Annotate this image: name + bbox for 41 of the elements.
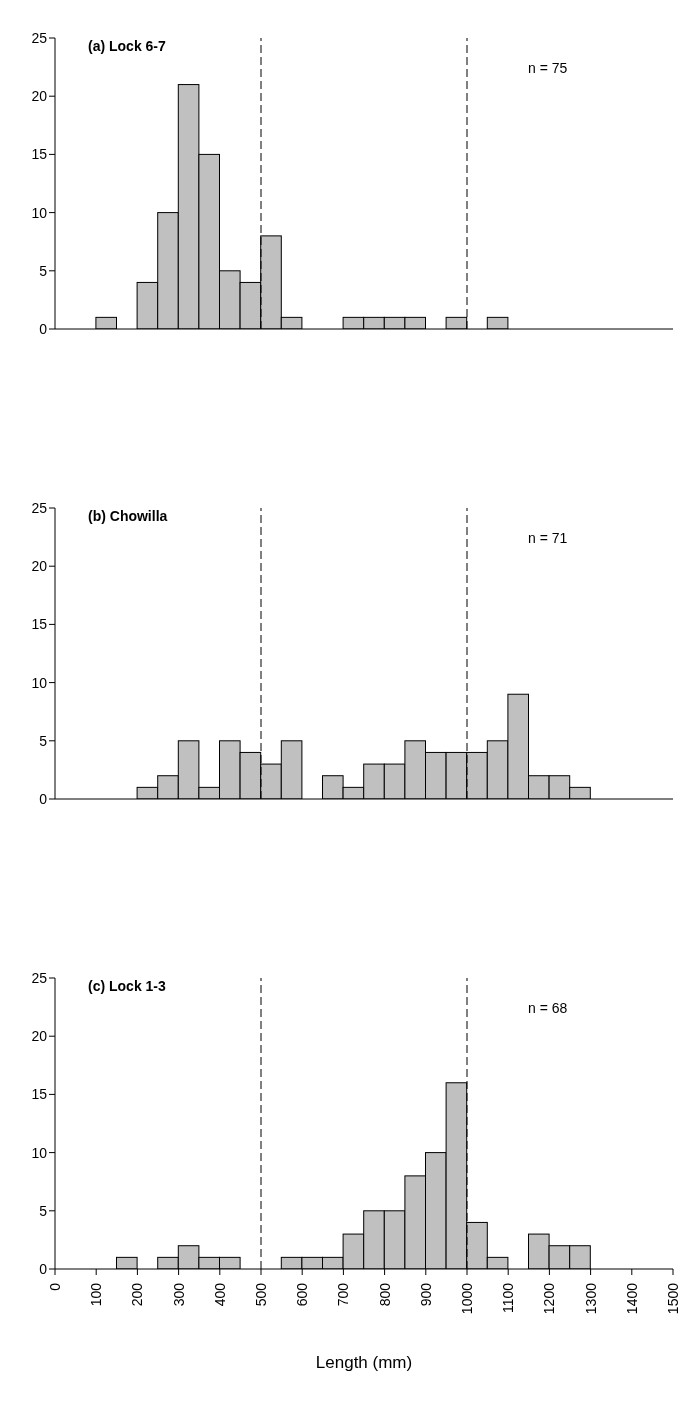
y-tick-label: 5 [39,262,48,279]
x-tick-label: 700 [335,1282,352,1307]
y-tick-label: 25 [31,969,48,986]
x-tick-label: 500 [253,1282,269,1307]
y-tick-label: 25 [31,29,48,46]
x-tick-label: 600 [294,1282,311,1307]
annotation: n = 68 [528,1000,568,1016]
y-tick-label: 0 [39,320,48,337]
y-tick-label: 25 [31,499,48,516]
y-tick-label: 10 [31,1144,48,1161]
x-tick-label: 1200 [541,1282,558,1315]
x-tick-label: 100 [88,1282,105,1307]
annotation: (a) Lock 6-7 [88,38,166,54]
y-tick-label: 5 [39,732,48,749]
y-tick-label: 15 [31,1086,48,1103]
y-tick-label: 20 [31,558,48,575]
x-tick-label: 0 [47,1282,63,1291]
x-tick-label: 400 [211,1282,228,1307]
x-tick-label: 200 [129,1282,146,1307]
y-tick-label: 0 [39,1260,48,1277]
x-tick-label: 1500 [665,1282,681,1315]
annotation: (b) Chowilla [88,508,168,524]
x-tick-label: 1000 [459,1282,475,1315]
y-tick-label: 15 [31,146,48,163]
x-tick-label: 1300 [582,1282,599,1315]
annotation: (c) Lock 1-3 [88,978,166,994]
y-tick-label: 10 [31,674,48,691]
y-tick-label: 15 [31,616,48,633]
y-tick-label: 20 [31,88,48,105]
annotation: n = 75 [528,60,568,76]
x-tick-label: 800 [376,1282,393,1307]
x-tick-label: 900 [417,1282,434,1307]
y-tick-label: 0 [39,790,48,807]
annotation: n = 71 [528,530,568,546]
x-tick-label: 300 [170,1282,187,1307]
x-tick-label: 1400 [623,1282,640,1315]
y-tick-label: 10 [31,204,48,221]
y-tick-label: 5 [39,1202,48,1219]
y-tick-label: 20 [31,1028,48,1045]
x-tick-label: 1100 [500,1282,517,1314]
x-axis-title: Length (mm) [314,1353,414,1373]
